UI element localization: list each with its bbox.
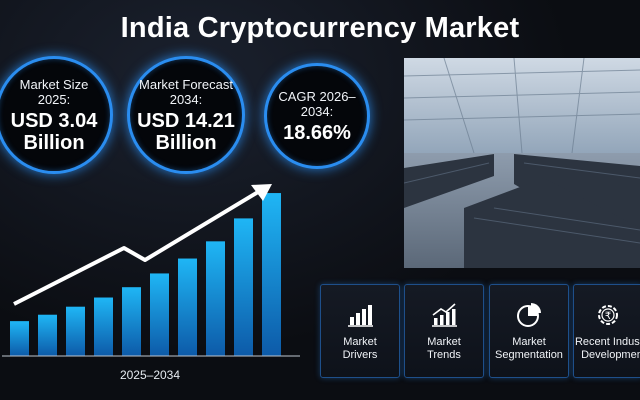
stat-value: USD 3.04 Billion bbox=[10, 109, 98, 154]
trend-arrow bbox=[13, 184, 272, 306]
bar-2031 bbox=[178, 258, 197, 356]
bar-series bbox=[10, 193, 281, 356]
bar-2032 bbox=[206, 241, 225, 356]
bar-chart-icon bbox=[348, 305, 373, 327]
trend-arrow-line bbox=[13, 190, 260, 306]
market-growth-chart: 2025–2034 bbox=[2, 184, 300, 382]
card-recent-industry-development[interactable]: ₹ Recent Industry Development bbox=[573, 284, 640, 378]
trend-chart-icon bbox=[432, 303, 457, 327]
card-market-drivers[interactable]: Market Drivers bbox=[320, 284, 400, 378]
rupee-gear-icon: ₹ bbox=[597, 305, 618, 325]
card-market-segmentation[interactable]: Market Segmentation bbox=[489, 284, 569, 378]
bar-2034 bbox=[262, 193, 281, 356]
stat-value: 18.66% bbox=[283, 121, 351, 144]
svg-text:₹: ₹ bbox=[604, 311, 610, 322]
server-room-image bbox=[404, 58, 640, 268]
bar-2028 bbox=[94, 297, 113, 356]
card-market-trends[interactable]: Market Trends bbox=[404, 284, 484, 378]
card-label: Market Drivers bbox=[342, 336, 378, 361]
stat-market-forecast: Market Forecast 2034: USD 14.21 Billion bbox=[127, 56, 245, 174]
bar-2029 bbox=[122, 287, 141, 356]
bar-2033 bbox=[234, 218, 253, 356]
trend-arrow-head bbox=[251, 184, 272, 201]
x-axis-label: 2025–2034 bbox=[120, 368, 180, 382]
card-label: Recent Industry Development bbox=[574, 336, 640, 361]
stat-label: CAGR 2026–2034: bbox=[278, 88, 356, 119]
stat-label: Market Size 2025: bbox=[19, 76, 89, 107]
card-label: Market Trends bbox=[427, 336, 461, 361]
stat-label: Market Forecast 2034: bbox=[139, 76, 233, 107]
bar-2030 bbox=[150, 273, 169, 356]
page-title: India Cryptocurrency Market bbox=[120, 12, 520, 44]
stat-market-size: Market Size 2025: USD 3.04 Billion bbox=[0, 56, 113, 174]
pie-chart-icon bbox=[517, 303, 541, 327]
bar-2027 bbox=[66, 306, 85, 356]
stat-cagr: CAGR 2026–2034: 18.66% bbox=[264, 63, 370, 169]
bar-2026 bbox=[38, 314, 57, 356]
card-label: Market Segmentation bbox=[495, 336, 563, 361]
server-room-illustration bbox=[404, 58, 640, 268]
stat-value: USD 14.21 Billion bbox=[137, 109, 235, 154]
bar-2025 bbox=[10, 321, 29, 356]
